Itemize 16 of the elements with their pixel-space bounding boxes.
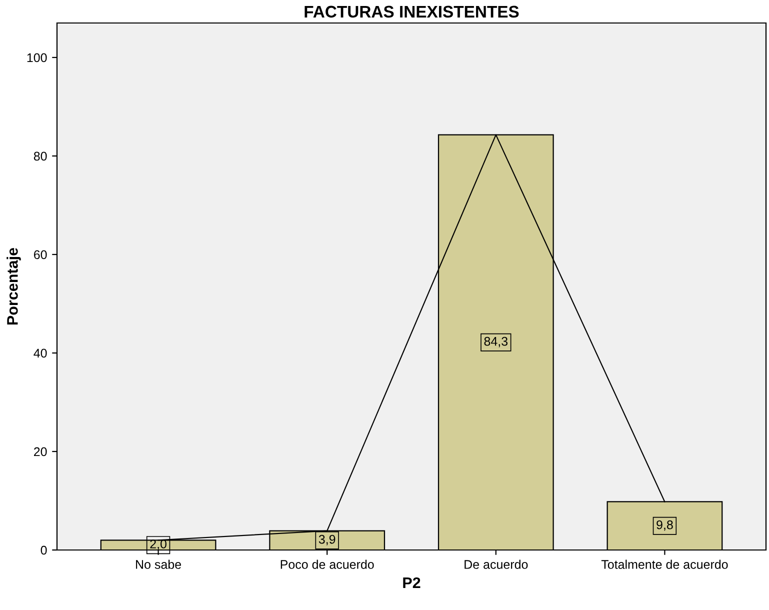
y-axis-title: Porcentaje [6,248,21,325]
x-tick-label: Totalmente de acuerdo [601,560,728,569]
y-tick-label: 40 [34,348,47,358]
y-tick-label: 80 [34,152,47,161]
x-axis-title: P2 [403,577,420,588]
data-label: 9,8 [656,520,673,531]
data-label: 84,3 [484,336,508,348]
y-tick-label: 20 [34,447,47,456]
x-tick-label: Poco de acuerdo [280,560,374,569]
data-label: 3,9 [318,534,336,546]
chart-title: FACTURAS INEXISTENTES [304,6,519,18]
y-tick-label: 60 [34,250,47,260]
y-tick-label: 100 [27,53,47,62]
y-tick-label: 0 [40,546,47,555]
x-tick-label: No sabe [136,560,182,569]
x-tick-label: De acuerdo [464,560,528,569]
